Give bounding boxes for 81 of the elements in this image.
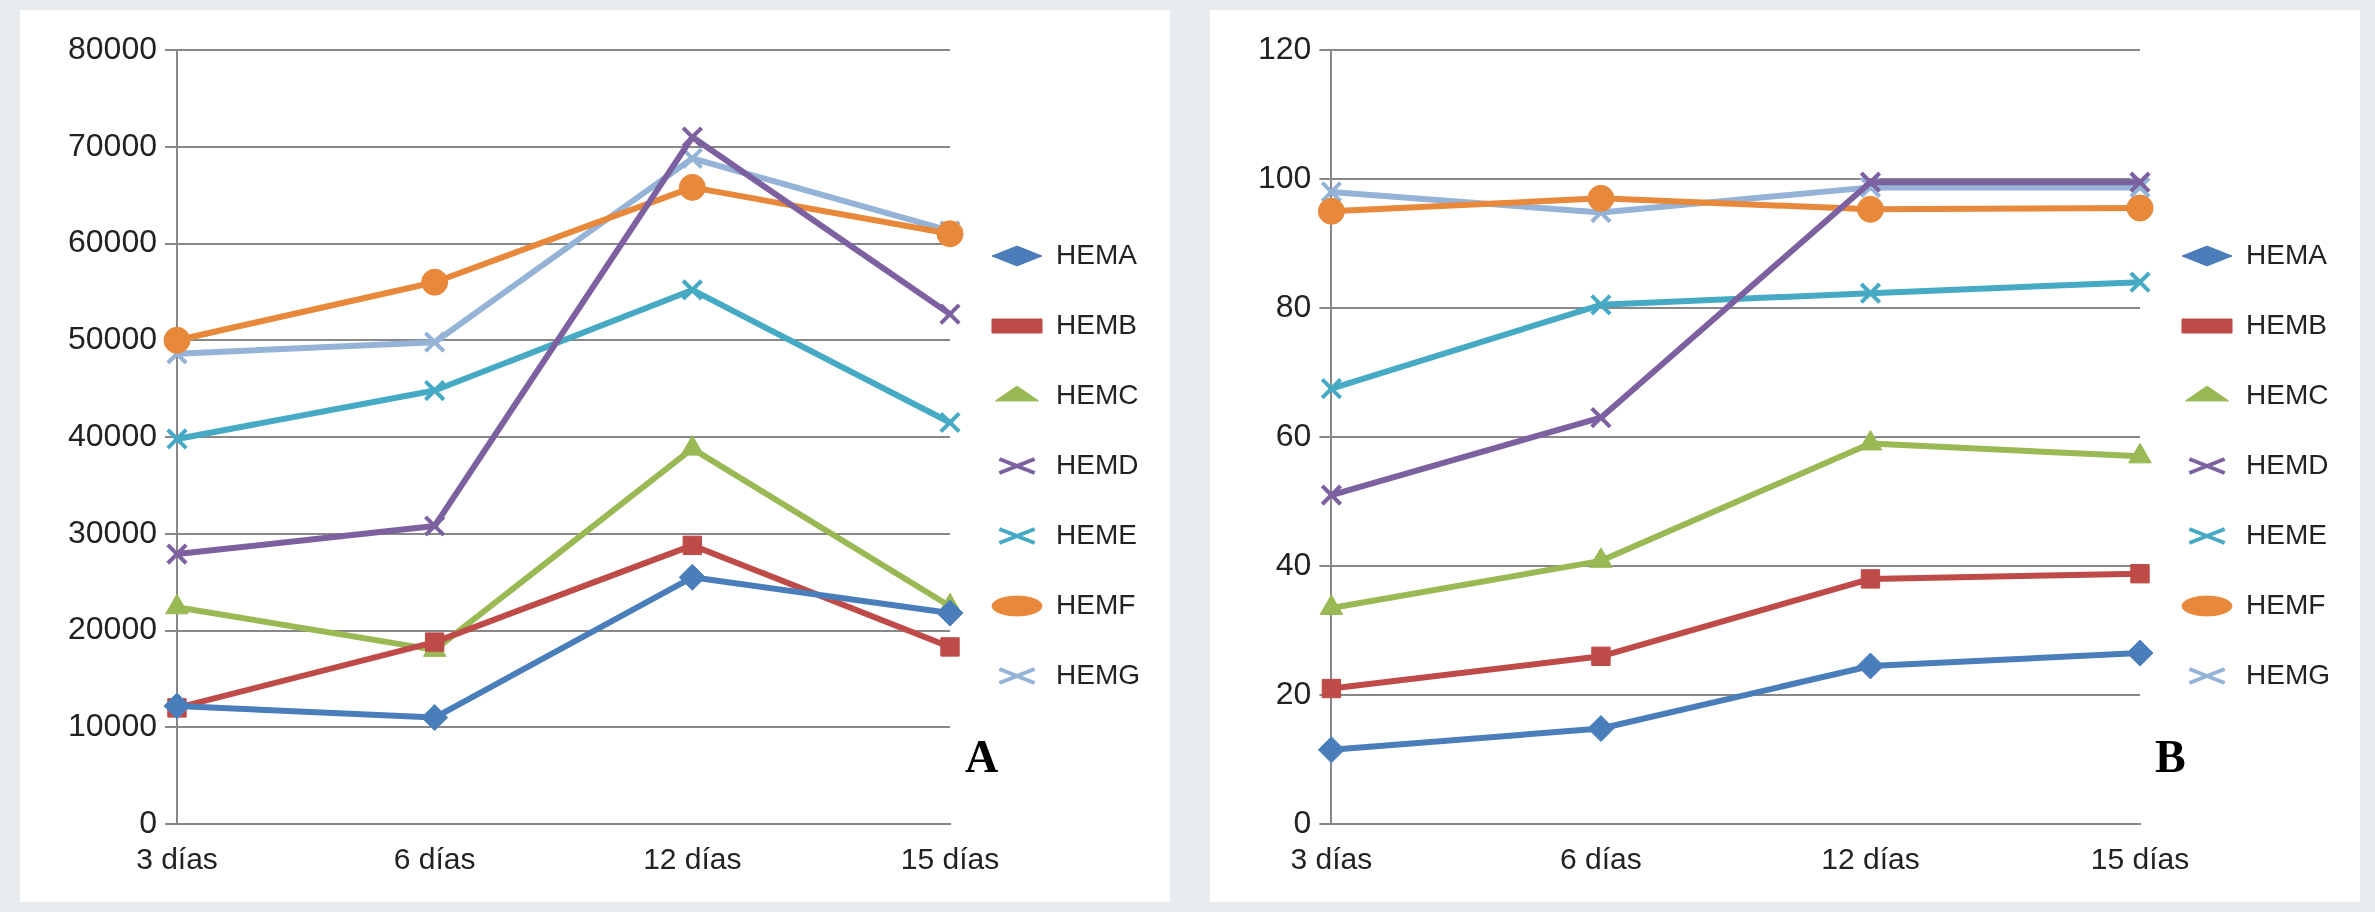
y-tick-label: 100 — [1258, 158, 1312, 195]
point — [678, 563, 706, 591]
legend-label: HEMF — [2246, 588, 2326, 620]
legend-label: HEMG — [2246, 658, 2330, 690]
legend-label: HEMC — [2246, 378, 2329, 410]
point — [1320, 483, 1343, 507]
point — [682, 535, 703, 556]
point — [2126, 639, 2154, 667]
point — [424, 632, 445, 652]
point — [2128, 271, 2152, 294]
legend-label: HEMD — [1056, 448, 1139, 480]
x-tick-label: 3 días — [136, 842, 218, 876]
legend-label: HEME — [1056, 518, 1137, 550]
point — [1589, 293, 1613, 316]
point — [938, 302, 962, 326]
y-tick-label: 60 — [1275, 416, 1312, 453]
point — [1589, 406, 1613, 429]
y-tick-label: 30000 — [68, 513, 157, 550]
point — [1320, 180, 1343, 204]
legend-label: HEMF — [1056, 588, 1136, 620]
point — [1591, 646, 1611, 666]
x-tick-label: 15 días — [2090, 842, 2190, 876]
point — [2130, 564, 2150, 584]
legend-label: HEMA — [1056, 238, 1138, 270]
x-tick-label: 6 días — [393, 842, 476, 876]
text: B — [2155, 730, 2186, 783]
point — [938, 411, 962, 434]
point — [1587, 184, 1615, 212]
point — [1860, 569, 1881, 589]
legend-label: HEMA — [2246, 238, 2328, 270]
point — [423, 379, 446, 402]
legend-label: HEMB — [2246, 308, 2327, 340]
point — [1859, 281, 1882, 305]
y-tick-label: 70000 — [68, 126, 157, 163]
y-tick-label: 60000 — [68, 223, 157, 260]
y-tick-label: 40000 — [68, 416, 157, 453]
y-tick-label: 80 — [1275, 287, 1312, 324]
x-tick-label: 6 días — [1560, 842, 1642, 876]
y-tick-label: 20 — [1275, 674, 1312, 711]
point — [1320, 377, 1343, 400]
point — [681, 147, 704, 170]
y-tick-label: 0 — [1293, 803, 1312, 840]
legend-label: HEMD — [2246, 448, 2329, 480]
legend-label: HEMC — [1056, 378, 1139, 410]
point — [681, 278, 704, 302]
x-tick-label: 12 días — [643, 842, 742, 876]
point — [421, 704, 449, 732]
y-tick-label: 80000 — [68, 29, 157, 66]
point — [421, 268, 449, 296]
y-tick-label: 20000 — [68, 610, 157, 647]
point — [1859, 171, 1882, 194]
text: A — [965, 730, 999, 783]
point — [163, 692, 191, 720]
y-tick-label: 50000 — [68, 320, 157, 357]
y-tick-label: 0 — [139, 803, 157, 840]
x-tick-label: 12 días — [1821, 842, 1920, 876]
point — [165, 542, 189, 566]
point — [165, 427, 189, 451]
legend-label: HEMB — [1056, 308, 1137, 340]
point — [936, 599, 964, 627]
point — [2128, 171, 2152, 194]
point — [1856, 195, 1884, 223]
point — [1317, 197, 1345, 225]
point — [2126, 194, 2154, 222]
point — [678, 173, 706, 201]
point — [1587, 715, 1615, 743]
y-tick-label: 10000 — [68, 707, 157, 744]
x-tick-label: 15 días — [900, 842, 1000, 876]
point — [1856, 652, 1884, 680]
point — [423, 330, 446, 354]
point — [940, 637, 960, 657]
point — [163, 326, 191, 354]
legend-label: HEMG — [1056, 658, 1140, 690]
point — [423, 514, 446, 538]
x-tick-label: 3 días — [1290, 842, 1373, 876]
point — [936, 220, 964, 248]
point — [681, 125, 704, 149]
y-tick-label: 40 — [1275, 545, 1312, 582]
legend-label: HEME — [2246, 518, 2327, 550]
y-tick-label: 120 — [1258, 29, 1312, 66]
point — [1317, 736, 1345, 764]
